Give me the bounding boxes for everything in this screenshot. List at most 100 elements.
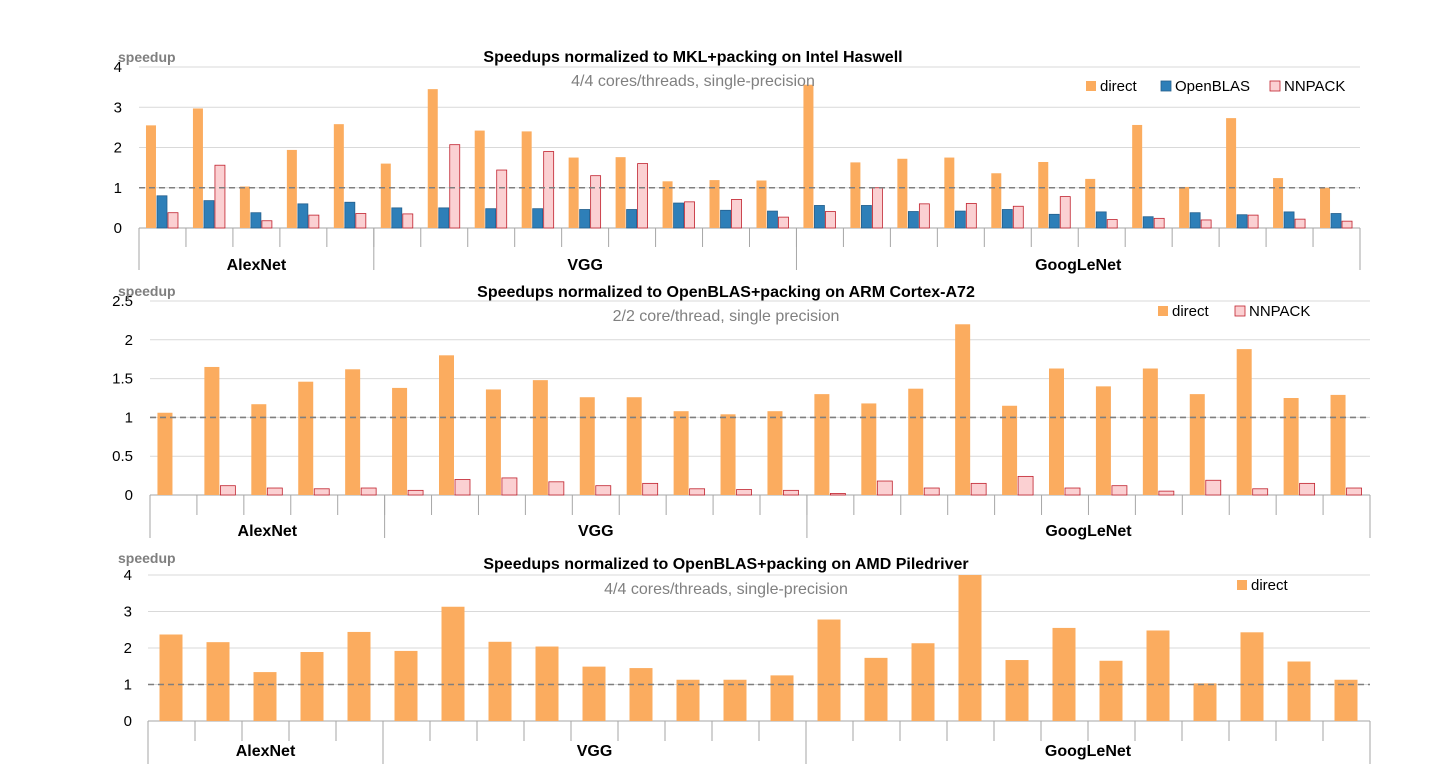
chart-3: 0 1 2 3 4 AlexNet VGG GoogLeNet Speedups normali… (118, 550, 1371, 764)
bar-openblas-21 (1095, 211, 1107, 229)
bar-openblas-13 (720, 209, 731, 229)
y-tick-label: 0 (125, 487, 133, 504)
bar-openblas-10 (579, 209, 591, 229)
bar-openblas-9 (532, 208, 544, 229)
bar-direct-19 (1005, 660, 1029, 721)
bar-nnpack-12 (689, 488, 706, 496)
bar-direct-8 (474, 130, 485, 228)
bar-openblas-8 (485, 208, 497, 229)
bar-direct-14 (767, 411, 783, 495)
bar-direct-23 (1179, 186, 1190, 228)
legend-swatch-direct (1086, 81, 1096, 91)
bar-direct-21 (1095, 386, 1111, 495)
bar-openblas-2 (203, 200, 215, 229)
bar-direct-19 (991, 173, 1002, 228)
legend-label-nnpack: NNPACK (1284, 78, 1345, 95)
chart-title: Speedups normalized to OpenBLAS+packing … (477, 284, 975, 301)
bar-direct-16 (850, 162, 861, 228)
bar-direct-21 (1085, 178, 1096, 228)
bar-nnpack-26 (1341, 220, 1353, 229)
chart-title: Speedups normalized to MKL+packing on In… (483, 49, 902, 66)
bar-direct-12 (673, 411, 689, 495)
bar-direct-15 (817, 619, 841, 721)
bar-direct-13 (709, 180, 720, 228)
bar-openblas-22 (1142, 216, 1154, 229)
y-tick-label: 4 (124, 567, 132, 584)
bar-direct-7 (441, 606, 465, 721)
bar-openblas-25 (1283, 211, 1295, 229)
chart-subtitle: 4/4 cores/threads, single-precision (604, 581, 848, 598)
bar-direct-9 (535, 646, 559, 721)
bar-direct-13 (720, 414, 736, 495)
bar-direct-19 (1002, 405, 1018, 495)
chart-1: 0 1 2 3 4 AlexNet VGG GoogLeNet Speedups normali… (114, 49, 1361, 274)
bar-direct-5 (333, 124, 344, 228)
bar-nnpack-8 (501, 477, 518, 496)
y-tick-label: 2.5 (112, 293, 133, 310)
bar-nnpack-17 (918, 203, 930, 229)
bar-direct-10 (579, 397, 595, 495)
y-axis-label: speedup (118, 550, 176, 566)
bar-openblas-20 (1048, 213, 1060, 229)
bar-nnpack-23 (1200, 219, 1212, 229)
bar-direct-2 (192, 108, 203, 228)
group-label-vgg: VGG (567, 257, 603, 274)
bar-nnpack-9 (548, 481, 565, 496)
bar-openblas-16 (861, 205, 872, 229)
bar-direct-6 (380, 163, 391, 228)
bar-direct-6 (392, 387, 408, 495)
y-tick-label: 1 (114, 180, 122, 197)
bar-nnpack-13 (731, 199, 742, 229)
bar-direct-14 (770, 675, 794, 722)
bar-direct-20 (1038, 161, 1049, 228)
bar-direct-11 (615, 157, 626, 228)
bar-nnpack-10 (590, 175, 602, 229)
bar-direct-23 (1193, 683, 1217, 721)
bar-openblas-6 (391, 207, 403, 229)
bar-direct-8 (485, 389, 501, 495)
bar-openblas-7 (438, 207, 450, 229)
bar-nnpack-13 (736, 489, 752, 496)
bar-direct-20 (1052, 627, 1076, 721)
bar-openblas-11 (626, 209, 637, 229)
bar-direct-12 (676, 679, 700, 721)
bar-direct-9 (532, 380, 548, 495)
bar-nnpack-22 (1158, 490, 1175, 496)
bar-nnpack-4 (313, 488, 330, 496)
group-label-googlenet: GoogLeNet (1045, 743, 1132, 760)
y-tick-label: 1 (125, 409, 133, 426)
bar-nnpack-12 (684, 201, 695, 229)
chart-subtitle: 4/4 cores/threads, single-precision (571, 73, 815, 90)
bar-nnpack-8 (496, 169, 508, 229)
bar-nnpack-16 (876, 480, 893, 496)
bar-direct-26 (1320, 187, 1331, 228)
bar-direct-24 (1240, 632, 1264, 721)
group-label-googlenet: GoogLeNet (1045, 523, 1132, 540)
y-tick-label: 0 (114, 220, 122, 237)
bar-direct-18 (955, 324, 971, 495)
bar-openblas-5 (344, 201, 356, 229)
bar-nnpack-5 (360, 487, 377, 496)
bar-direct-3 (251, 404, 267, 495)
bar-nnpack-14 (778, 216, 789, 229)
bar-direct-2 (206, 642, 230, 721)
bar-direct-16 (861, 403, 877, 495)
bar-direct-26 (1330, 394, 1346, 495)
y-tick-label: 1.5 (112, 371, 133, 388)
bar-nnpack-1 (167, 212, 179, 229)
bar-nnpack-14 (783, 489, 799, 496)
y-tick-label: 4 (114, 59, 122, 76)
bar-nnpack-11 (642, 482, 659, 496)
bar-direct-9 (521, 131, 532, 228)
bar-direct-3 (239, 186, 250, 228)
bar-direct-12 (662, 181, 673, 228)
bar-openblas-18 (954, 210, 966, 229)
bar-nnpack-21 (1111, 485, 1128, 496)
bar-nnpack-7 (454, 479, 471, 496)
bar-openblas-23 (1189, 212, 1201, 229)
bar-direct-18 (958, 575, 982, 721)
bar-direct-26 (1334, 679, 1358, 721)
bar-openblas-26 (1330, 213, 1342, 229)
bar-nnpack-7 (449, 144, 461, 229)
